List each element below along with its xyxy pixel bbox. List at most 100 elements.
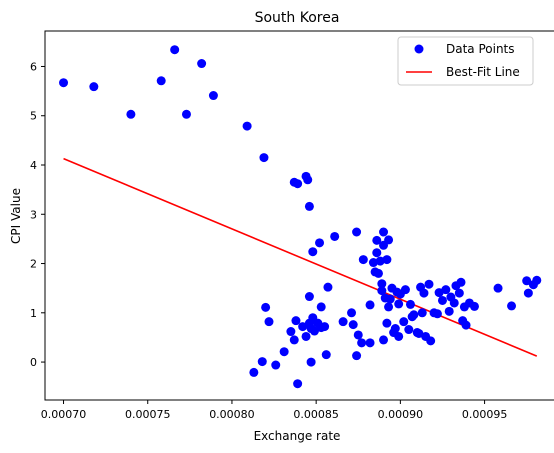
data-point-73 bbox=[394, 299, 404, 309]
data-point-19 bbox=[358, 255, 368, 265]
data-point-17 bbox=[330, 231, 340, 241]
data-point-23 bbox=[261, 302, 271, 312]
data-point-27 bbox=[291, 316, 301, 326]
legend-label-data-points: Data Points bbox=[446, 42, 515, 56]
data-point-45 bbox=[347, 308, 357, 318]
data-point-109 bbox=[523, 288, 533, 298]
data-point-18 bbox=[352, 227, 362, 237]
data-point-107 bbox=[507, 301, 517, 311]
data-point-28 bbox=[298, 322, 308, 332]
data-point-94 bbox=[441, 285, 451, 295]
y-tick-label-6: 6 bbox=[30, 60, 37, 73]
data-point-74 bbox=[394, 331, 404, 341]
data-point-59 bbox=[377, 286, 387, 296]
data-point-67 bbox=[379, 335, 389, 345]
data-point-0 bbox=[59, 78, 69, 88]
best-fit-line bbox=[63, 157, 538, 357]
data-point-20 bbox=[323, 282, 333, 292]
data-point-43 bbox=[249, 367, 259, 377]
data-point-108 bbox=[522, 276, 532, 286]
data-point-95 bbox=[444, 306, 454, 316]
legend-label-best-fit-line: Best-Fit Line bbox=[446, 65, 520, 79]
data-point-76 bbox=[399, 317, 409, 327]
data-point-21 bbox=[316, 302, 326, 312]
legend: Data Points Best-Fit Line bbox=[397, 36, 534, 86]
data-point-6 bbox=[197, 59, 207, 69]
data-point-89 bbox=[426, 336, 436, 346]
data-point-105 bbox=[469, 301, 479, 311]
x-axis: 0.00070 0.00075 0.00080 0.00085 0.00090 0.000… bbox=[41, 400, 507, 421]
y-axis: 0 1 2 3 4 5 6 bbox=[30, 60, 45, 369]
data-point-78 bbox=[404, 325, 414, 335]
chart-title: South Korea bbox=[255, 10, 340, 26]
data-point-24 bbox=[264, 317, 274, 327]
data-point-83 bbox=[414, 328, 424, 338]
data-point-25 bbox=[286, 327, 296, 337]
y-axis-label: CPI Value bbox=[9, 188, 23, 244]
x-axis-label: Exchange rate bbox=[254, 429, 341, 443]
y-tick-label-4: 4 bbox=[30, 159, 37, 172]
data-point-7 bbox=[208, 91, 218, 101]
data-point-36 bbox=[320, 322, 330, 332]
data-point-64 bbox=[384, 235, 394, 245]
data-point-49 bbox=[352, 351, 362, 361]
data-point-3 bbox=[156, 76, 166, 86]
data-point-111 bbox=[532, 275, 542, 285]
x-tick-label-3: 0.00085 bbox=[293, 408, 339, 421]
data-point-65 bbox=[382, 318, 392, 328]
data-point-1 bbox=[89, 82, 99, 92]
data-point-48 bbox=[357, 338, 367, 348]
x-tick-label-0: 0.00070 bbox=[41, 408, 87, 421]
data-point-99 bbox=[454, 288, 464, 298]
data-point-26 bbox=[289, 335, 299, 345]
y-tick-label-3: 3 bbox=[30, 208, 37, 221]
y-tick-label-1: 1 bbox=[30, 307, 37, 320]
data-point-8 bbox=[242, 121, 252, 131]
data-point-86 bbox=[419, 288, 429, 298]
data-point-13 bbox=[303, 175, 313, 185]
data-point-38 bbox=[306, 357, 316, 367]
x-tick-label-2: 0.00080 bbox=[209, 408, 255, 421]
data-point-14 bbox=[304, 201, 314, 211]
data-point-71 bbox=[390, 324, 400, 334]
data-point-88 bbox=[424, 279, 434, 289]
data-point-44 bbox=[338, 317, 348, 327]
x-tick-label-4: 0.00090 bbox=[378, 408, 424, 421]
plot-marks bbox=[59, 45, 542, 389]
data-point-58 bbox=[377, 279, 387, 289]
data-point-60 bbox=[379, 227, 389, 237]
plot-area-frame bbox=[44, 30, 554, 401]
data-point-100 bbox=[456, 277, 466, 287]
data-point-52 bbox=[368, 258, 378, 268]
data-point-54 bbox=[372, 248, 382, 258]
data-point-33 bbox=[309, 326, 319, 336]
data-point-2 bbox=[126, 109, 136, 119]
data-point-15 bbox=[308, 247, 318, 257]
data-point-56 bbox=[372, 235, 382, 245]
data-point-4 bbox=[170, 45, 180, 55]
data-point-46 bbox=[348, 320, 358, 330]
data-point-5 bbox=[181, 109, 191, 119]
data-point-97 bbox=[449, 298, 459, 308]
data-point-11 bbox=[293, 179, 303, 189]
data-point-22 bbox=[304, 292, 314, 302]
data-point-103 bbox=[461, 320, 471, 330]
data-point-50 bbox=[365, 300, 375, 310]
data-point-93 bbox=[437, 295, 447, 305]
x-tick-label-1: 0.00075 bbox=[125, 408, 171, 421]
data-point-68 bbox=[385, 294, 395, 304]
data-point-40 bbox=[279, 347, 289, 357]
data-point-9 bbox=[259, 153, 269, 163]
legend-box bbox=[397, 36, 534, 86]
legend-marker-data-points bbox=[414, 44, 424, 54]
data-point-81 bbox=[409, 310, 419, 320]
data-point-41 bbox=[271, 360, 281, 370]
data-point-16 bbox=[315, 238, 325, 248]
data-point-92 bbox=[434, 288, 444, 298]
data-point-47 bbox=[353, 330, 363, 340]
data-point-77 bbox=[400, 285, 410, 295]
y-tick-label-2: 2 bbox=[30, 258, 37, 271]
data-point-51 bbox=[365, 338, 375, 348]
data-point-85 bbox=[417, 308, 427, 318]
